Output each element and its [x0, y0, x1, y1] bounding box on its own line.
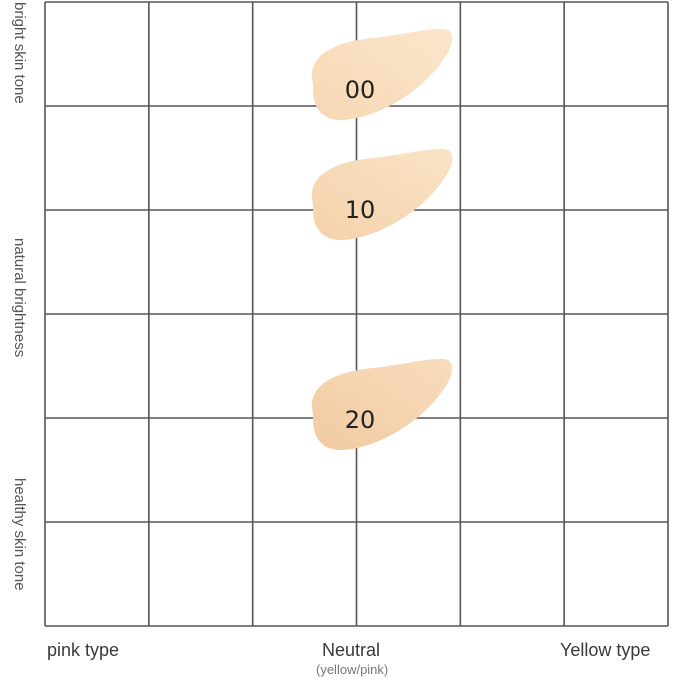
x-label-right: Yellow type [560, 640, 651, 660]
shade-swatch-10: 10 [311, 148, 453, 241]
shade-code-label: 00 [345, 76, 376, 104]
shade-code-label: 10 [345, 196, 376, 224]
shade-swatch-shape [311, 28, 453, 121]
shade-swatch-20: 20 [311, 358, 453, 451]
x-label-center: Neutral [322, 640, 381, 660]
shade-code-label: 20 [345, 406, 376, 434]
y-label-top: bright skin tone [11, 2, 28, 104]
shade-swatch-00: 00 [311, 28, 453, 121]
x-label-left: pink type [47, 640, 120, 660]
shade-swatch-shape [311, 148, 453, 241]
y-label-bottom: healthy skin tone [11, 478, 28, 591]
x-sublabel-center: (yellow/pink) [316, 662, 389, 677]
y-label-middle: natural brightness [11, 238, 28, 358]
shade-swatch-shape [311, 358, 453, 451]
